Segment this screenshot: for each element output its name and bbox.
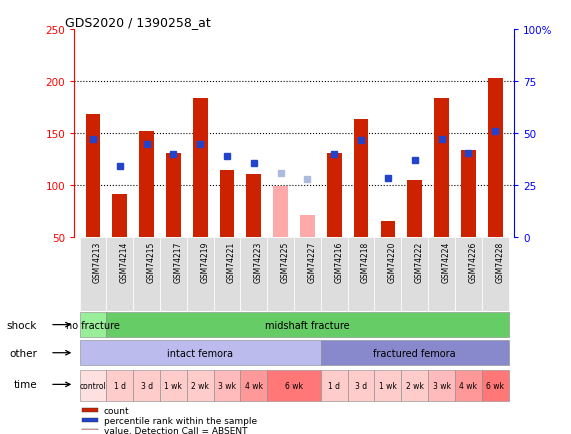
Bar xyxy=(321,340,509,365)
Text: percentile rank within the sample: percentile rank within the sample xyxy=(104,416,257,425)
Bar xyxy=(160,237,187,311)
Bar xyxy=(106,237,133,311)
Bar xyxy=(267,237,294,311)
Bar xyxy=(321,237,348,311)
Bar xyxy=(160,370,187,401)
Text: 1 wk: 1 wk xyxy=(379,381,397,390)
Text: GSM74216: GSM74216 xyxy=(334,241,343,282)
Bar xyxy=(193,99,208,237)
Bar xyxy=(455,370,482,401)
Text: time: time xyxy=(13,379,37,389)
Bar xyxy=(82,429,98,433)
Bar xyxy=(482,370,509,401)
Text: GSM74219: GSM74219 xyxy=(200,241,209,282)
Text: intact femora: intact femora xyxy=(167,348,233,358)
Text: GSM74215: GSM74215 xyxy=(147,241,156,282)
Bar xyxy=(455,237,482,311)
Text: fractured femora: fractured femora xyxy=(373,348,456,358)
Bar xyxy=(482,237,509,311)
Text: 2 wk: 2 wk xyxy=(406,381,424,390)
Text: 6 wk: 6 wk xyxy=(285,381,303,390)
Text: GSM74226: GSM74226 xyxy=(468,241,477,282)
Text: no fracture: no fracture xyxy=(66,320,120,330)
Bar xyxy=(407,180,422,237)
Bar xyxy=(133,370,160,401)
Bar xyxy=(187,237,214,311)
Bar xyxy=(428,237,455,311)
Bar xyxy=(294,237,321,311)
Text: other: other xyxy=(9,348,37,358)
Text: midshaft fracture: midshaft fracture xyxy=(265,320,350,330)
Text: 3 d: 3 d xyxy=(355,381,367,390)
Bar xyxy=(79,312,106,338)
Bar xyxy=(327,153,341,237)
Bar xyxy=(247,175,261,237)
Text: GSM74220: GSM74220 xyxy=(388,241,397,282)
Bar xyxy=(353,119,368,237)
Bar xyxy=(240,370,267,401)
Bar xyxy=(166,153,181,237)
Bar xyxy=(133,237,160,311)
Text: GSM74228: GSM74228 xyxy=(495,241,504,282)
Text: GSM74223: GSM74223 xyxy=(254,241,263,282)
Text: 2 wk: 2 wk xyxy=(191,381,209,390)
Text: GSM74224: GSM74224 xyxy=(441,241,451,282)
Bar xyxy=(220,171,235,237)
Bar xyxy=(300,215,315,237)
Bar xyxy=(82,408,98,412)
Bar xyxy=(86,115,100,237)
Text: 3 wk: 3 wk xyxy=(432,381,451,390)
Text: count: count xyxy=(104,406,130,415)
Text: GSM74218: GSM74218 xyxy=(361,241,370,282)
Bar xyxy=(461,150,476,237)
Text: 6 wk: 6 wk xyxy=(486,381,504,390)
Bar xyxy=(106,370,133,401)
Bar xyxy=(112,195,127,237)
Text: GSM74227: GSM74227 xyxy=(307,241,316,282)
Bar xyxy=(428,370,455,401)
Text: GSM74222: GSM74222 xyxy=(415,241,424,282)
Bar xyxy=(274,186,288,237)
Bar xyxy=(348,370,375,401)
Bar xyxy=(79,370,106,401)
Bar xyxy=(267,370,321,401)
Bar xyxy=(321,370,348,401)
Text: GSM74225: GSM74225 xyxy=(281,241,289,282)
Bar xyxy=(488,79,502,237)
Text: GSM74217: GSM74217 xyxy=(174,241,182,282)
Text: value, Detection Call = ABSENT: value, Detection Call = ABSENT xyxy=(104,427,247,434)
Bar xyxy=(82,418,98,422)
Bar xyxy=(401,237,428,311)
Text: GSM74213: GSM74213 xyxy=(93,241,102,282)
Bar xyxy=(401,370,428,401)
Bar xyxy=(380,221,395,237)
Bar xyxy=(375,237,401,311)
Text: shock: shock xyxy=(6,320,37,330)
Bar xyxy=(187,370,214,401)
Text: 4 wk: 4 wk xyxy=(245,381,263,390)
Bar xyxy=(240,237,267,311)
Bar xyxy=(214,237,240,311)
Text: GSM74221: GSM74221 xyxy=(227,241,236,282)
Bar xyxy=(375,370,401,401)
Bar xyxy=(434,99,449,237)
Text: 3 d: 3 d xyxy=(140,381,152,390)
Text: 4 wk: 4 wk xyxy=(459,381,477,390)
Text: 1 d: 1 d xyxy=(114,381,126,390)
Bar xyxy=(79,340,321,365)
Text: GSM74214: GSM74214 xyxy=(120,241,129,282)
Text: control: control xyxy=(79,381,106,390)
Text: 3 wk: 3 wk xyxy=(218,381,236,390)
Text: 1 wk: 1 wk xyxy=(164,381,182,390)
Bar xyxy=(79,237,106,311)
Bar xyxy=(214,370,240,401)
Text: 1 d: 1 d xyxy=(328,381,340,390)
Bar xyxy=(348,237,375,311)
Text: GDS2020 / 1390258_at: GDS2020 / 1390258_at xyxy=(66,16,211,29)
Bar xyxy=(139,132,154,237)
